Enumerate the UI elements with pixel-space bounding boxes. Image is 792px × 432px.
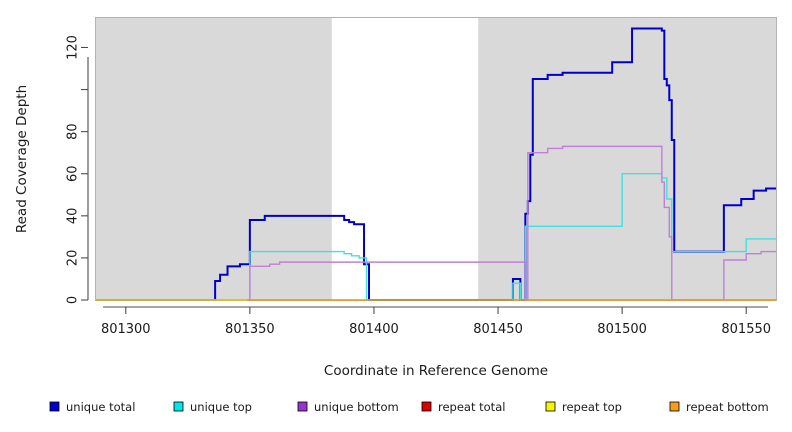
y-tick-label: 40 bbox=[66, 208, 81, 225]
x-tick-label: 801300 bbox=[101, 322, 151, 337]
series-line bbox=[96, 173, 776, 301]
y-axis: 0 20 40 60 80 120 Read Coverage Depth bbox=[14, 35, 89, 304]
series-line bbox=[96, 27, 776, 301]
x-axis-ticks: 801300 801350 801400 801450 801500 801550 bbox=[101, 307, 771, 337]
series-layer bbox=[96, 27, 776, 301]
y-tick-label: 20 bbox=[66, 250, 81, 267]
legend-square-marker bbox=[297, 401, 308, 412]
x-tick-label: 801450 bbox=[473, 322, 523, 337]
y-tick-label: 120 bbox=[66, 35, 81, 60]
legend-item-label: unique total bbox=[66, 400, 135, 414]
legend-square-marker bbox=[49, 401, 60, 412]
legend-item-label: repeat top bbox=[562, 400, 622, 414]
shaded-region bbox=[96, 18, 332, 300]
x-tick-label: 801550 bbox=[721, 322, 771, 337]
x-tick-label: 801400 bbox=[349, 322, 399, 337]
legend-square-marker bbox=[669, 401, 680, 412]
legend-item-label: repeat bottom bbox=[686, 400, 769, 414]
x-axis-title: Coordinate in Reference Genome bbox=[324, 363, 548, 379]
legend: unique total unique top unique bottom repea… bbox=[49, 400, 769, 414]
y-axis-title: Read Coverage Depth bbox=[14, 85, 30, 233]
shaded-region bbox=[478, 18, 776, 300]
legend-item[interactable]: repeat top bbox=[545, 400, 622, 414]
legend-item-label: unique top bbox=[190, 400, 252, 414]
legend-item[interactable]: repeat bottom bbox=[669, 400, 769, 414]
legend-square-marker bbox=[545, 401, 556, 412]
legend-item[interactable]: unique total bbox=[49, 400, 135, 414]
legend-item-label: unique bottom bbox=[314, 400, 399, 414]
legend-item-label: repeat total bbox=[438, 400, 505, 414]
y-tick-label: 60 bbox=[66, 165, 81, 182]
legend-item[interactable]: repeat total bbox=[421, 400, 505, 414]
x-axis: 801300 801350 801400 801450 801500 801550 Coo… bbox=[101, 306, 771, 379]
legend-square-marker bbox=[173, 401, 184, 412]
x-tick-label: 801500 bbox=[597, 322, 647, 337]
y-tick-label: 0 bbox=[66, 296, 81, 304]
x-tick-label: 801350 bbox=[225, 322, 275, 337]
legend-square-marker bbox=[421, 401, 432, 412]
plot-area bbox=[95, 17, 777, 301]
y-axis-ticks: 0 20 40 60 80 120 bbox=[66, 35, 88, 304]
legend-item[interactable]: unique bottom bbox=[297, 400, 399, 414]
y-tick-label: 80 bbox=[66, 123, 81, 140]
legend-item[interactable]: unique top bbox=[173, 400, 252, 414]
